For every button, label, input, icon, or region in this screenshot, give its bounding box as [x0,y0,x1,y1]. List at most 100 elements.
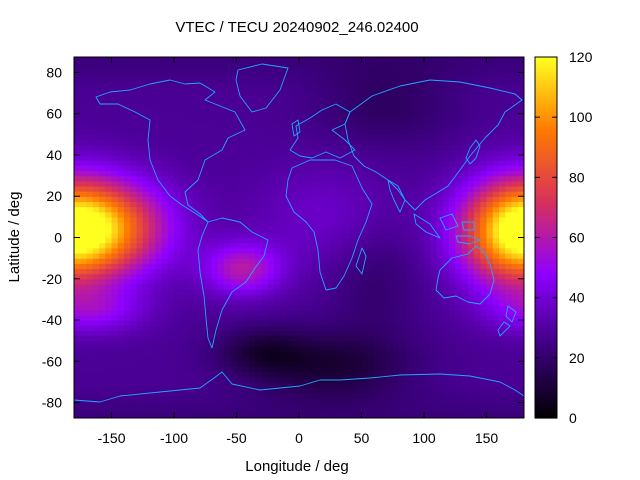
heatmap-cell [205,381,213,388]
heatmap-cell [517,72,524,79]
heatmap-cell [211,170,219,177]
heatmap-cell [130,237,138,244]
heatmap-cell [180,340,188,347]
heatmap-cell [111,206,119,213]
heatmap-cell [80,134,88,141]
heatmap-cell [361,335,369,342]
heatmap-cell [99,314,106,321]
heatmap-cell [255,366,263,373]
heatmap-cell [342,134,350,141]
heatmap-cell [217,201,225,208]
heatmap-cell [230,242,238,249]
heatmap-cell [405,304,413,311]
heatmap-cell [280,129,288,135]
heatmap-cell [399,330,406,337]
heatmap-cell [236,160,244,166]
heatmap-cell [199,314,206,321]
heatmap-cell [474,371,481,378]
heatmap-cell [255,252,263,259]
heatmap-cell [111,309,119,316]
heatmap-cell [217,139,225,146]
heatmap-cell [242,376,250,383]
heatmap-cell [230,160,238,166]
heatmap-cell [324,304,331,311]
heatmap-cell [80,294,88,300]
heatmap-cell [411,196,419,202]
heatmap-cell [386,381,394,388]
heatmap-cell [436,242,444,249]
heatmap-cell [199,191,206,197]
heatmap-cell [367,345,375,352]
heatmap-cell [517,412,524,418]
heatmap-cell [192,397,200,404]
heatmap-cell [105,340,113,347]
heatmap-cell [424,387,431,393]
heatmap-cell [374,304,381,311]
heatmap-cell [105,82,113,89]
heatmap-cell [117,356,125,362]
heatmap-cell [492,381,500,388]
heatmap-cell [374,371,381,378]
heatmap-cell [449,113,456,120]
heatmap-cell [299,191,306,197]
heatmap-cell [155,376,163,383]
heatmap-cell [455,216,463,223]
heatmap-cell [355,381,363,388]
heatmap-cell [436,345,444,352]
heatmap-cell [405,345,413,352]
heatmap-cell [486,283,494,290]
heatmap-cell [411,356,419,362]
heatmap-cell [480,175,488,182]
heatmap-cell [249,350,256,357]
heatmap-cell [199,180,206,187]
heatmap-cell [317,407,325,414]
heatmap-cell [136,273,144,280]
heatmap-cell [499,387,506,393]
heatmap-cell [342,325,350,331]
heatmap-cell [517,222,524,228]
heatmap-cell [455,180,463,187]
heatmap-cell [311,247,319,254]
heatmap-cell [167,402,175,409]
heatmap-cell [424,93,431,99]
heatmap-cell [467,371,475,378]
heatmap-cell [261,222,269,228]
heatmap-cell [199,407,206,414]
heatmap-cell [374,149,381,156]
heatmap-cell [430,170,438,177]
heatmap-cell [192,237,200,244]
heatmap-cell [186,330,194,337]
heatmap-cell [511,216,519,223]
heatmap-cell [117,211,125,218]
heatmap-cell [142,98,150,105]
heatmap-cell [505,154,513,161]
heatmap-cell [305,356,313,362]
heatmap-cell [417,170,425,177]
heatmap-cell [355,98,363,105]
heatmap-cell [217,93,225,99]
heatmap-cell [242,154,250,161]
heatmap-cell [174,242,181,249]
heatmap-cell [311,330,319,337]
heatmap-cell [111,191,119,197]
heatmap-cell [324,129,331,135]
heatmap-cell [324,201,331,208]
heatmap-cell [86,402,94,409]
heatmap-cell [480,361,488,368]
heatmap-cell [499,129,506,135]
heatmap-cell [336,144,344,151]
heatmap-cell [186,103,194,110]
heatmap-cell [111,412,119,418]
heatmap-cell [424,356,431,362]
heatmap-cell [136,309,144,316]
heatmap-cell [336,283,344,290]
heatmap-cell [374,263,381,270]
heatmap-cell [174,320,181,326]
heatmap-cell [305,314,313,321]
heatmap-cell [180,402,188,409]
heatmap-cell [299,330,306,337]
heatmap-cell [99,402,106,409]
heatmap-cell [492,252,500,259]
heatmap-cell [299,268,306,275]
heatmap-cell [267,154,275,161]
